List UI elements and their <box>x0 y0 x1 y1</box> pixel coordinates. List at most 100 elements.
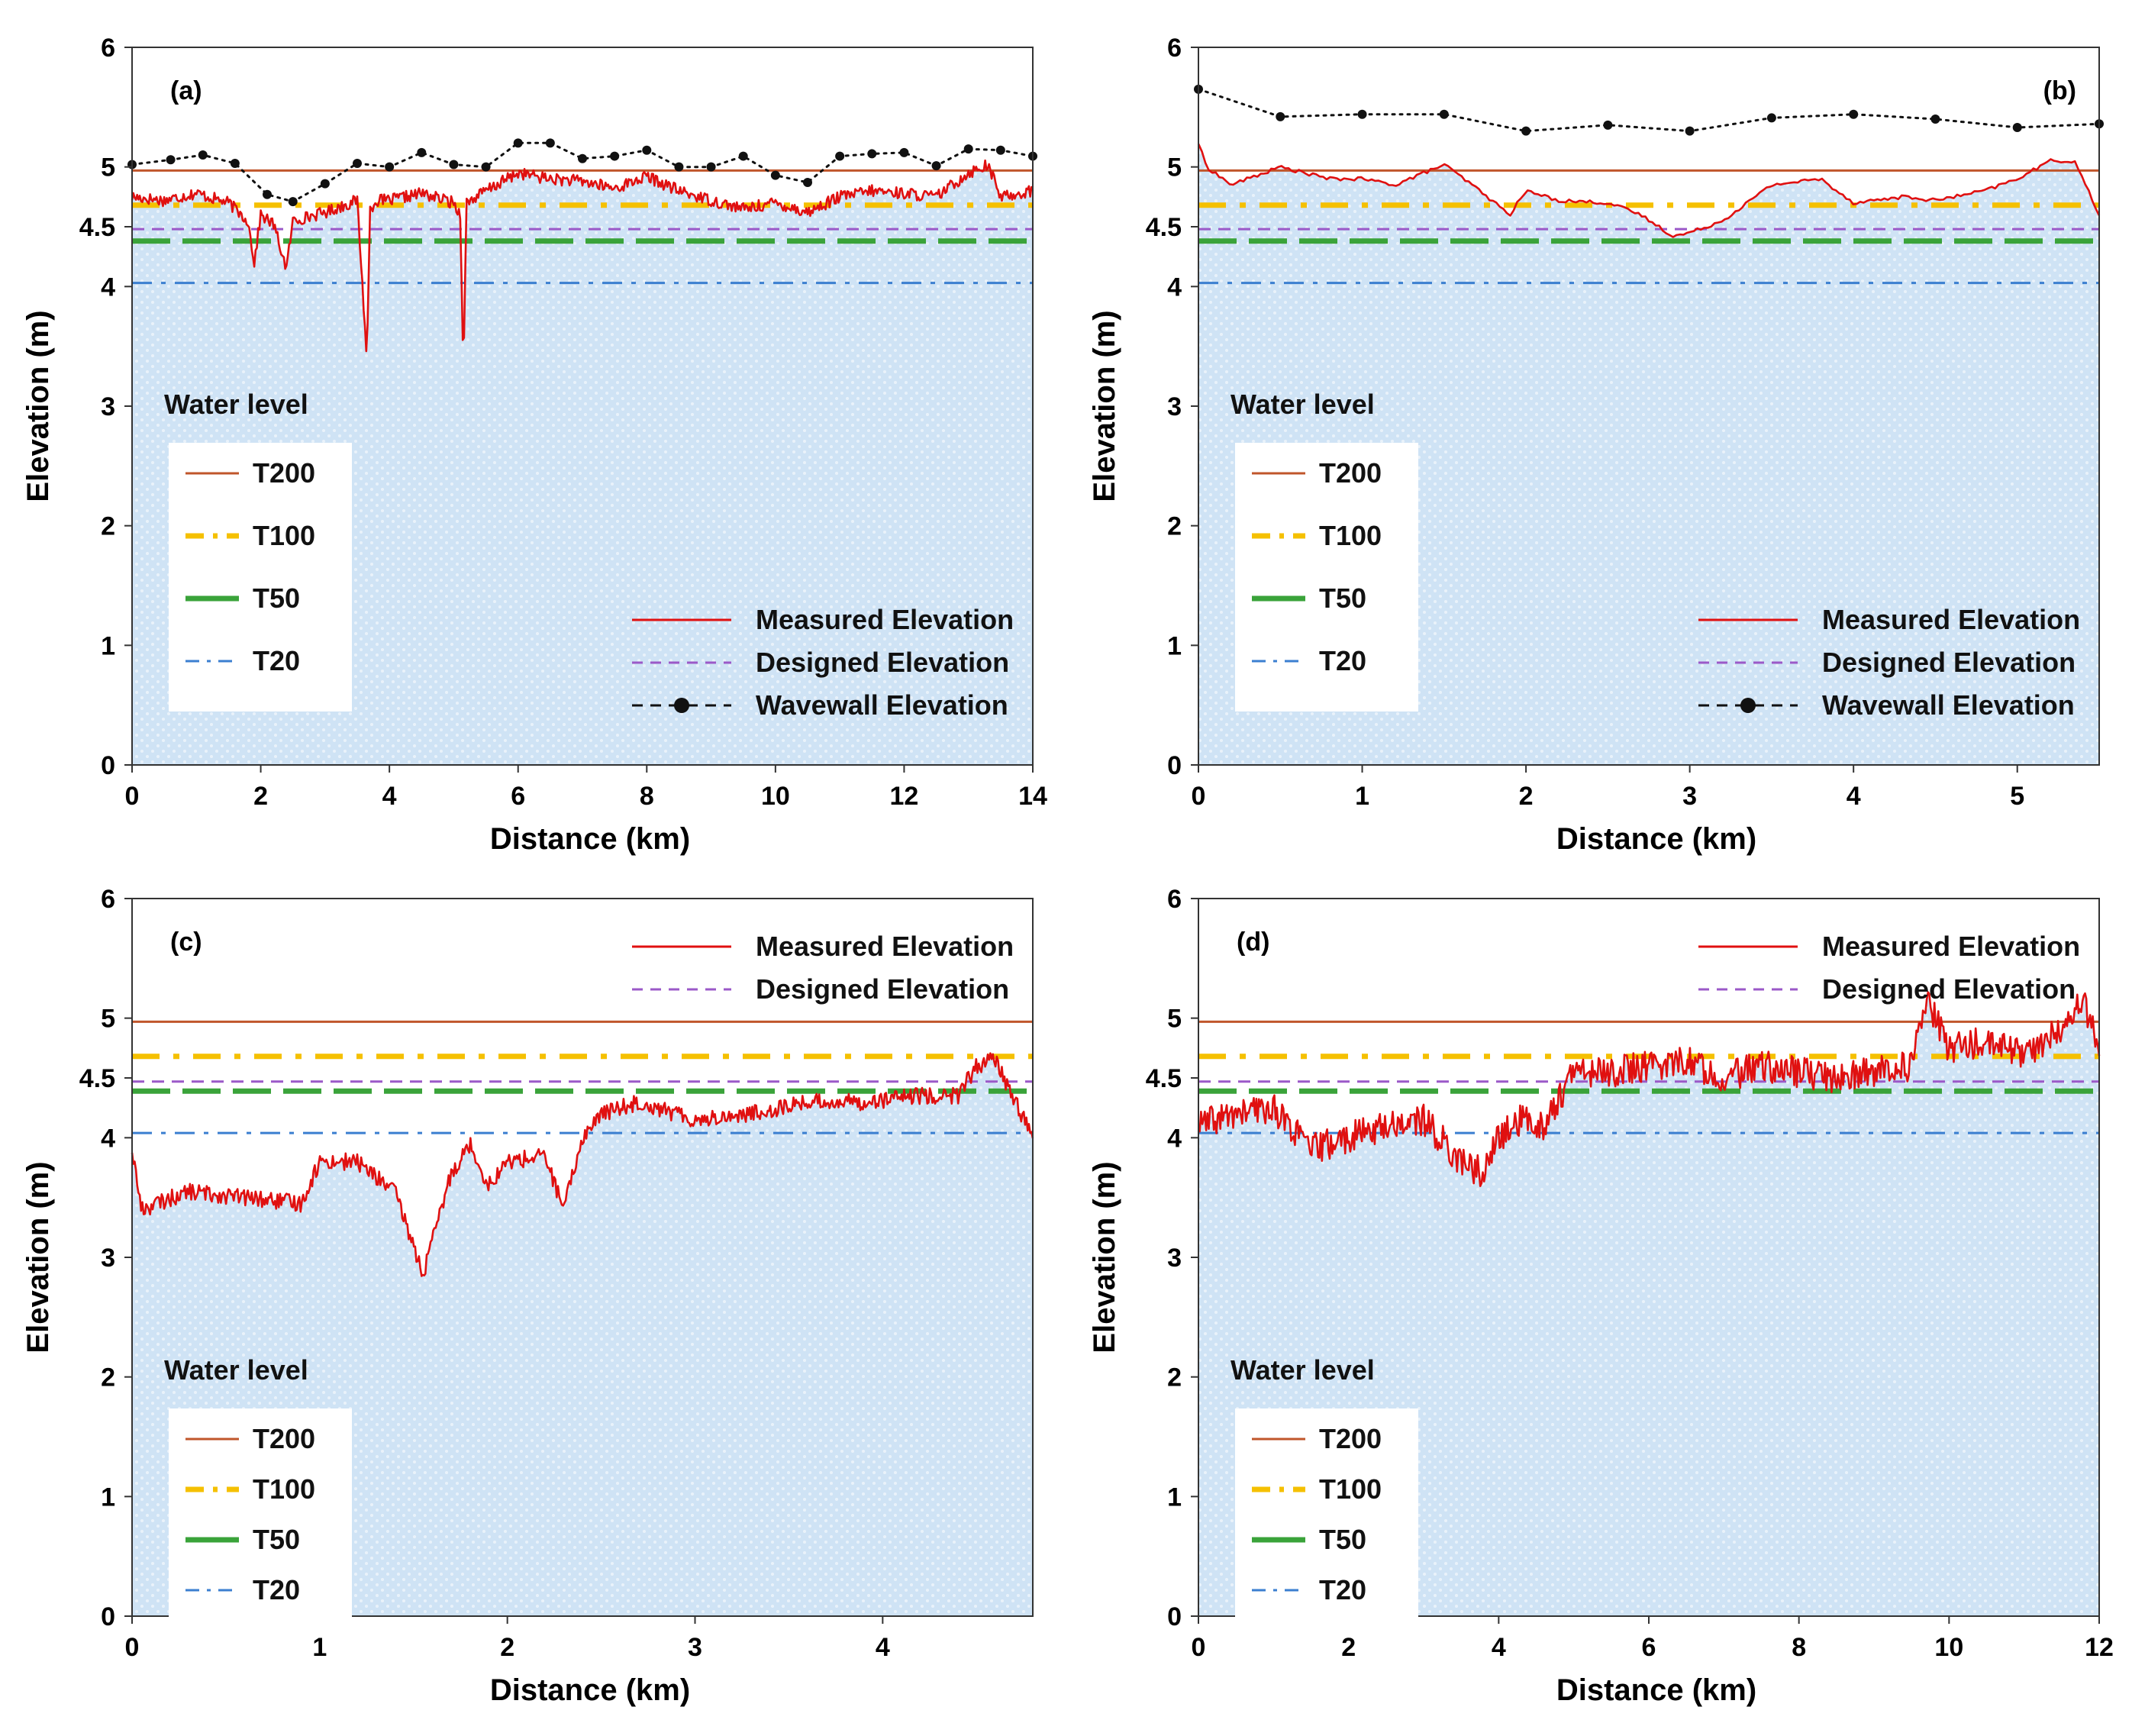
x-axis-title: Distance (km) <box>1556 1673 1756 1707</box>
wavewall-point <box>545 138 555 148</box>
wavewall-point <box>1849 109 1859 119</box>
measured-elevation-line <box>1198 991 2101 1187</box>
x-tick-label: 0 <box>1192 782 1206 811</box>
wavewall-point <box>449 160 459 169</box>
legend-marker-wavewall <box>1740 698 1756 713</box>
water-level-title: Water level <box>1230 389 1375 420</box>
y-tick-label: 5 <box>101 1005 115 1034</box>
y-tick-label: 4.5 <box>1146 1064 1182 1093</box>
wavewall-point <box>353 158 362 168</box>
wavewall-point <box>995 145 1005 155</box>
y-tick-label: 4.5 <box>79 213 115 242</box>
legend-label-t50: T50 <box>1319 1524 1366 1555</box>
wavewall-point <box>1276 111 1285 121</box>
wavewall-point <box>738 151 748 161</box>
series-legend: Measured Elevation Designed Elevation Wave… <box>632 604 1014 721</box>
y-tick-label: 2 <box>1167 1363 1182 1392</box>
y-tick-label: 6 <box>1167 34 1182 63</box>
y-tick-label: 0 <box>1167 751 1182 780</box>
water-level-legend-box <box>169 1408 352 1628</box>
legend-label-measured: Measured Elevation <box>1822 604 2080 635</box>
x-tick-label: 4 <box>876 1633 890 1662</box>
measured-elevation-line <box>131 1052 1034 1277</box>
wavewall-line <box>1197 88 2101 133</box>
water-fill <box>132 160 1033 765</box>
x-axis-title: Distance (km) <box>490 1673 690 1707</box>
wavewall-point <box>166 155 176 165</box>
legend-marker-wavewall <box>674 698 689 713</box>
wavewall-point <box>288 197 298 207</box>
y-tick-label: 2 <box>101 512 115 541</box>
legend-label-t50: T50 <box>253 582 300 614</box>
series-legend: Measured Elevation Designed Elevation Wave… <box>1698 604 2080 721</box>
wavewall-point <box>1603 120 1613 130</box>
y-tick-label: 4 <box>1167 1124 1182 1153</box>
water-level-legend: Water level T200 T100 T50 T20 <box>164 1354 352 1628</box>
legend-label-t200: T200 <box>1319 1423 1382 1454</box>
water-level-legend-box <box>1235 443 1418 712</box>
y-axis-title: Elevation (m) <box>1088 1161 1121 1353</box>
legend-label-designed: Designed Elevation <box>1822 647 2076 678</box>
y-tick-label: 0 <box>1167 1602 1182 1631</box>
x-tick-label: 14 <box>1018 782 1047 811</box>
y-tick-label: 3 <box>1167 392 1182 421</box>
water-level-legend: Water level T200 T100 T50 T20 <box>164 389 352 712</box>
wavewall-point <box>481 162 491 172</box>
legend-label-designed: Designed Elevation <box>756 647 1009 678</box>
legend-label-designed: Designed Elevation <box>756 973 1009 1005</box>
y-tick-label: 1 <box>101 631 115 660</box>
wavewall-point <box>1766 113 1776 123</box>
wavewall-point <box>1685 126 1695 136</box>
measured-elevation-line <box>1197 143 2101 238</box>
legend-label-t100: T100 <box>1319 1473 1382 1505</box>
wavewall-point <box>931 161 941 171</box>
x-tick-label: 3 <box>1682 782 1697 811</box>
water-level-title: Water level <box>164 1354 308 1386</box>
x-tick-label: 10 <box>761 782 790 811</box>
legend-label-t200: T200 <box>253 457 315 489</box>
x-tick-label: 4 <box>1847 782 1861 811</box>
y-tick-label: 0 <box>101 1602 115 1631</box>
y-tick-label: 4 <box>101 1124 115 1153</box>
x-tick-label: 12 <box>890 782 919 811</box>
wavewall-point <box>1357 109 1367 119</box>
water-level-legend: Water level T200 T100 T50 T20 <box>1230 389 1418 712</box>
panel-label: (b) <box>2043 76 2076 105</box>
legend-label-t20: T20 <box>1319 645 1366 676</box>
legend-label-measured: Measured Elevation <box>756 931 1014 962</box>
legend-label-wavewall: Wavewall Elevation <box>756 689 1008 721</box>
wavewall-point <box>642 145 652 155</box>
x-tick-label: 2 <box>1519 782 1534 811</box>
x-tick-label: 10 <box>1934 1633 1963 1662</box>
wavewall-point <box>230 158 240 168</box>
wavewall-point <box>1439 109 1449 119</box>
x-axis-title: Distance (km) <box>490 822 690 856</box>
water-level-legend: Water level T200 T100 T50 T20 <box>1230 1354 1418 1628</box>
y-tick-label: 5 <box>101 153 115 182</box>
legend-label-t20: T20 <box>253 645 300 676</box>
legend-label-t20: T20 <box>1319 1574 1366 1605</box>
wavewall-point <box>417 147 427 157</box>
x-tick-label: 2 <box>1341 1633 1356 1662</box>
water-fill <box>132 1053 1033 1616</box>
panel-label: (d) <box>1237 928 1269 957</box>
legend-label-t100: T100 <box>253 520 315 551</box>
y-tick-label: 1 <box>1167 631 1182 660</box>
water-fill <box>1198 992 2099 1616</box>
y-tick-label: 5 <box>1167 153 1182 182</box>
x-tick-label: 5 <box>2010 782 2024 811</box>
y-tick-label: 6 <box>1167 885 1182 914</box>
wavewall-point <box>899 147 909 157</box>
wavewall-point <box>1930 115 1940 124</box>
wavewall-point <box>963 144 973 154</box>
series-legend: Measured Elevation Designed Elevation <box>1698 931 2080 1005</box>
x-tick-label: 2 <box>253 782 268 811</box>
legend-label-t50: T50 <box>253 1524 300 1555</box>
wavewall-point <box>706 162 716 172</box>
x-tick-label: 0 <box>1192 1633 1206 1662</box>
y-tick-label: 1 <box>1167 1483 1182 1512</box>
x-tick-label: 6 <box>511 782 525 811</box>
